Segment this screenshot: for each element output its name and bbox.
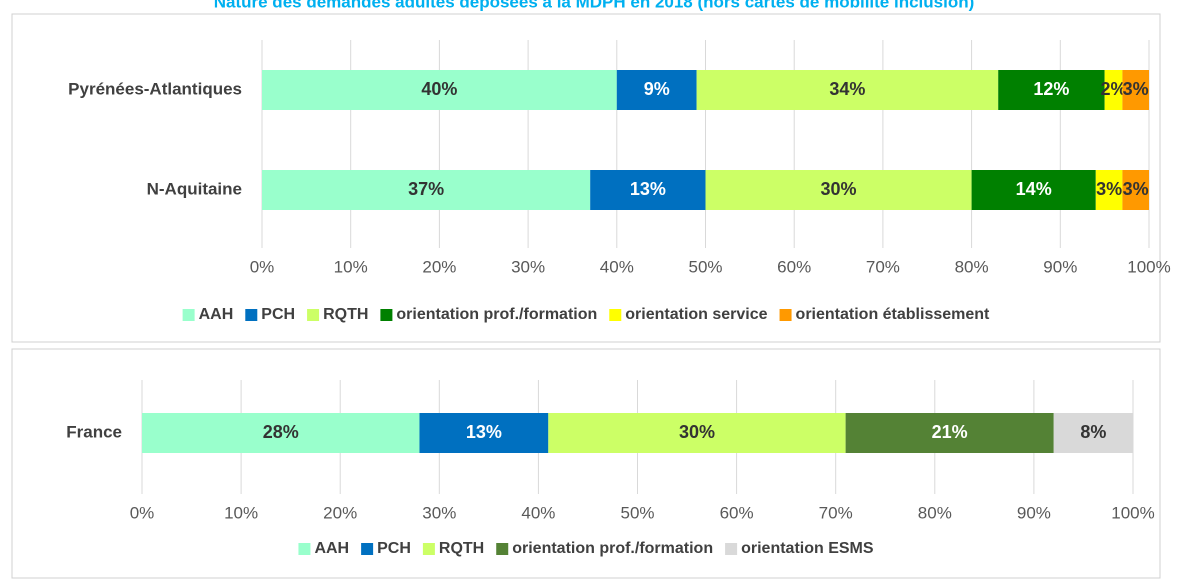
x-tick-label: 0% <box>130 503 155 522</box>
bar-segment <box>262 70 617 110</box>
data-label: 14% <box>1016 179 1052 199</box>
legend-label: PCH <box>261 306 295 323</box>
legend-swatch <box>298 543 311 555</box>
bar-segment <box>1095 170 1123 210</box>
legend-swatch <box>496 543 509 555</box>
bar-segment <box>548 413 846 453</box>
data-label: 13% <box>630 179 666 199</box>
x-tick-label: 100% <box>1111 503 1154 522</box>
x-tick-label: 30% <box>511 257 545 276</box>
data-label: 2% <box>1101 79 1127 99</box>
bar-segment <box>1053 413 1133 453</box>
bar-segment <box>696 70 999 110</box>
legend-swatch <box>725 543 738 555</box>
x-tick-label: 0% <box>250 257 275 276</box>
chart-title: Nature des demandes adultes déposées à l… <box>214 0 975 11</box>
x-tick-label: 100% <box>1127 257 1170 276</box>
data-label: 28% <box>263 422 299 442</box>
data-label: 30% <box>679 422 715 442</box>
bar-segment <box>971 170 1096 210</box>
data-label: 40% <box>421 79 457 99</box>
x-tick-label: 60% <box>777 257 811 276</box>
x-tick-label: 30% <box>422 503 456 522</box>
data-label: 37% <box>408 179 444 199</box>
legend-label: RQTH <box>323 306 368 323</box>
x-tick-label: 40% <box>521 503 555 522</box>
x-tick-label: 60% <box>720 503 754 522</box>
category-label: France <box>66 422 122 441</box>
legend-swatch <box>245 309 258 321</box>
legend-swatch <box>422 543 435 555</box>
x-tick-label: 10% <box>224 503 258 522</box>
legend-swatch <box>307 309 320 321</box>
bar-segment <box>1104 70 1123 110</box>
data-label: 21% <box>932 422 968 442</box>
data-label: 3% <box>1123 179 1149 199</box>
x-tick-label: 70% <box>866 257 900 276</box>
legend-label: orientation service <box>625 306 767 323</box>
legend-label: RQTH <box>439 540 484 557</box>
legend-swatch <box>779 309 792 321</box>
chart-frame <box>11 348 1161 579</box>
x-tick-label: 20% <box>422 257 456 276</box>
x-tick-label: 90% <box>1043 257 1077 276</box>
data-label: 8% <box>1080 422 1106 442</box>
bar-segment <box>616 70 697 110</box>
legend-swatch <box>609 309 622 321</box>
bar-segment <box>590 170 706 210</box>
legend-label: orientation prof./formation <box>396 306 597 323</box>
data-label: 12% <box>1033 79 1069 99</box>
data-label: 30% <box>821 179 857 199</box>
legend-label: AAH <box>199 306 234 323</box>
data-label: 3% <box>1096 179 1122 199</box>
x-tick-label: 50% <box>620 503 654 522</box>
legend-label: orientation établissement <box>796 306 990 323</box>
bar-segment <box>419 413 549 453</box>
legend-swatch <box>361 543 374 555</box>
x-tick-label: 20% <box>323 503 357 522</box>
legend-label: PCH <box>377 540 411 557</box>
bar-segment <box>142 413 420 453</box>
category-label: N-Aquitaine <box>147 179 242 198</box>
legend-swatch <box>182 309 195 321</box>
bar-segment <box>705 170 972 210</box>
x-tick-label: 90% <box>1017 503 1051 522</box>
legend-label: orientation ESMS <box>741 540 874 557</box>
legend-label: orientation prof./formation <box>512 540 713 557</box>
data-label: 9% <box>644 79 670 99</box>
bar-segment <box>1122 170 1149 210</box>
data-label: 13% <box>466 422 502 442</box>
legend-swatch <box>380 309 393 321</box>
category-label: Pyrénées-Atlantiques <box>68 79 242 98</box>
x-tick-label: 50% <box>688 257 722 276</box>
bar-segment <box>1122 70 1149 110</box>
x-tick-label: 10% <box>334 257 368 276</box>
x-tick-label: 80% <box>955 257 989 276</box>
data-label: 3% <box>1123 79 1149 99</box>
bar-segment <box>262 170 591 210</box>
bar-segment <box>998 70 1105 110</box>
data-label: 34% <box>829 79 865 99</box>
x-tick-label: 80% <box>918 503 952 522</box>
x-tick-label: 70% <box>819 503 853 522</box>
bar-segment <box>845 413 1054 453</box>
legend-label: AAH <box>314 540 349 557</box>
x-tick-label: 40% <box>600 257 634 276</box>
